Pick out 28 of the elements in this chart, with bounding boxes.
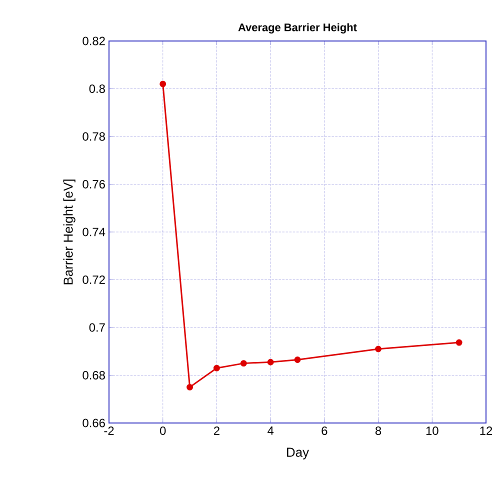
point [240, 360, 247, 367]
y-tick-label: 0.8 [89, 84, 105, 93]
x-tick-label: -2 [104, 426, 114, 435]
y-tick-label: 0.78 [82, 132, 105, 141]
y-tick-label: 0.74 [82, 228, 106, 236]
point [456, 339, 462, 346]
x-tick-label: 2 [214, 426, 220, 435]
point [267, 358, 274, 366]
x-tick-label: 0 [160, 426, 166, 435]
y-tick-label: 0.76 [82, 180, 105, 188]
y-tick-label: 0.68 [82, 371, 105, 380]
chart-title: Average Barrier Height [238, 23, 357, 34]
x-tick-label: 8 [375, 426, 382, 435]
point [186, 384, 194, 390]
x-tick-label: 12 [480, 426, 492, 435]
point [160, 80, 166, 88]
x-tick-label: 6 [322, 426, 328, 435]
y-tick-label: 0.72 [82, 276, 105, 284]
y-axis-title: Barrier Height [eV] [63, 180, 76, 284]
y-tick-label: 0.7 [89, 323, 105, 332]
y-tick-label: 0.66 [82, 418, 105, 428]
point [375, 346, 382, 352]
point [294, 356, 301, 363]
x-tick-label: 4 [268, 426, 274, 435]
point [213, 364, 220, 372]
x-axis-title: Day [287, 448, 309, 460]
x-tick-label: 10 [426, 426, 438, 435]
y-tick-label: 0.82 [82, 36, 105, 46]
